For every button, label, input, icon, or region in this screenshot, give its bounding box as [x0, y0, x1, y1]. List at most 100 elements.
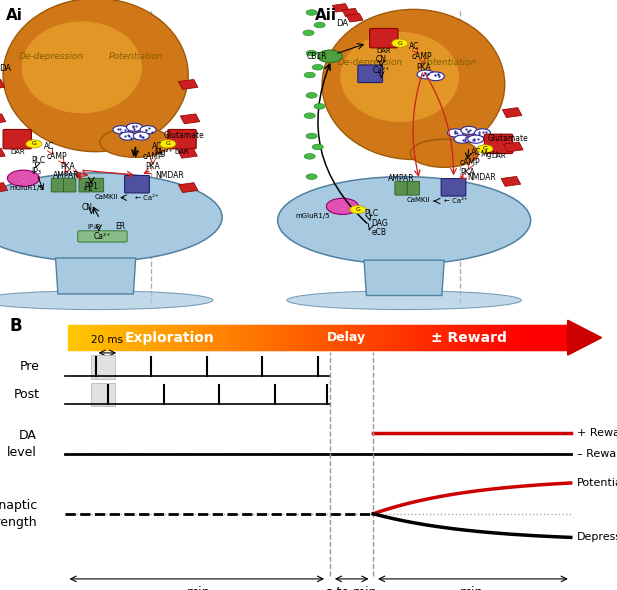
Bar: [116, 325, 118, 350]
Bar: [101, 325, 104, 350]
Text: PKA: PKA: [416, 63, 431, 72]
FancyBboxPatch shape: [51, 178, 64, 192]
Bar: [265, 325, 267, 350]
Text: PKA: PKA: [460, 168, 475, 177]
Text: Potentiation: Potentiation: [423, 58, 478, 67]
Text: G: G: [31, 142, 36, 146]
Bar: [213, 325, 215, 350]
Ellipse shape: [0, 291, 213, 310]
Bar: [228, 325, 230, 350]
Bar: [441, 325, 443, 350]
Bar: [375, 325, 376, 350]
Bar: [454, 325, 457, 350]
FancyBboxPatch shape: [79, 178, 91, 192]
Bar: [489, 325, 492, 350]
Bar: [381, 325, 383, 350]
Bar: [461, 325, 463, 350]
Circle shape: [133, 132, 149, 140]
Text: mGluR1/5: mGluR1/5: [296, 213, 330, 219]
Polygon shape: [342, 8, 358, 17]
Bar: [125, 325, 127, 350]
Bar: [135, 325, 137, 350]
Bar: [523, 325, 525, 350]
Text: AC: AC: [152, 142, 162, 152]
Circle shape: [447, 129, 463, 137]
Text: AC: AC: [410, 42, 420, 51]
Bar: [292, 325, 295, 350]
Bar: [408, 325, 410, 350]
FancyBboxPatch shape: [407, 181, 420, 195]
Circle shape: [304, 153, 315, 159]
Bar: [248, 325, 250, 350]
Bar: [404, 325, 407, 350]
Bar: [113, 325, 115, 350]
Polygon shape: [501, 176, 521, 186]
Bar: [281, 325, 283, 350]
Bar: [278, 325, 280, 350]
Text: DAG: DAG: [371, 219, 388, 228]
Ellipse shape: [410, 139, 478, 168]
Text: PLC: PLC: [31, 156, 45, 165]
Text: AC: AC: [44, 142, 54, 152]
Text: Potentiation: Potentiation: [577, 478, 617, 488]
Text: + Reward: + Reward: [577, 428, 617, 438]
Bar: [166, 325, 168, 350]
Bar: [515, 325, 516, 350]
Bar: [413, 325, 415, 350]
Text: B: B: [9, 317, 22, 335]
Bar: [91, 355, 115, 379]
Bar: [189, 325, 192, 350]
Bar: [241, 325, 243, 350]
Bar: [115, 325, 117, 350]
Text: CB1R: CB1R: [307, 52, 327, 61]
Bar: [410, 325, 412, 350]
Bar: [501, 325, 503, 350]
Bar: [183, 325, 185, 350]
Polygon shape: [502, 107, 522, 117]
Bar: [391, 325, 394, 350]
Bar: [89, 325, 92, 350]
Bar: [123, 325, 125, 350]
Bar: [384, 325, 387, 350]
Bar: [153, 325, 155, 350]
Bar: [513, 325, 515, 350]
FancyBboxPatch shape: [395, 181, 407, 195]
Bar: [336, 325, 338, 350]
Text: ± Reward: ± Reward: [431, 330, 507, 345]
Text: 20 ms: 20 ms: [91, 335, 123, 345]
Bar: [299, 325, 302, 350]
Bar: [203, 325, 205, 350]
Bar: [225, 325, 226, 350]
Bar: [206, 325, 209, 350]
Bar: [294, 325, 297, 350]
Text: min: min: [186, 586, 210, 590]
Text: IP₃: IP₃: [31, 166, 41, 176]
Bar: [151, 325, 154, 350]
Bar: [511, 325, 513, 350]
Bar: [263, 325, 265, 350]
Polygon shape: [568, 320, 602, 355]
Ellipse shape: [278, 176, 531, 264]
Text: ER: ER: [115, 222, 125, 231]
Circle shape: [314, 103, 325, 109]
FancyBboxPatch shape: [64, 178, 76, 192]
Text: De-depression: De-depression: [19, 52, 84, 61]
Circle shape: [113, 126, 129, 134]
Bar: [492, 325, 495, 350]
Bar: [329, 325, 332, 350]
Bar: [296, 325, 299, 350]
Bar: [379, 325, 382, 350]
Bar: [416, 325, 418, 350]
Bar: [383, 325, 385, 350]
Text: G: G: [397, 41, 402, 45]
Bar: [168, 325, 170, 350]
Bar: [218, 325, 220, 350]
Bar: [466, 325, 468, 350]
Bar: [75, 325, 77, 350]
Bar: [351, 325, 354, 350]
Bar: [301, 325, 304, 350]
Bar: [318, 325, 320, 350]
Bar: [304, 325, 307, 350]
Text: ← Ca²⁺: ← Ca²⁺: [444, 198, 468, 204]
Bar: [233, 325, 235, 350]
